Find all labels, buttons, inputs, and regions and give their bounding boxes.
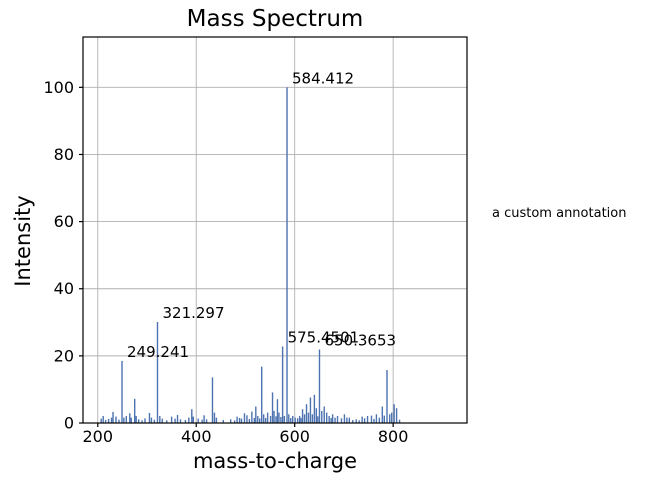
y-tick-label: 40 (54, 279, 74, 298)
x-tick-label: 200 (82, 427, 113, 446)
y-tick-label: 80 (54, 145, 74, 164)
custom-annotation: a custom annotation (492, 206, 627, 221)
peak-label: 575.4501 (288, 328, 360, 346)
y-tick-label: 60 (54, 212, 74, 231)
x-tick-label: 600 (279, 427, 310, 446)
axes-frame (82, 36, 468, 424)
x-tick-label: 800 (378, 427, 409, 446)
peak-label: 321.297 (162, 304, 224, 322)
y-tick-label: 0 (64, 414, 74, 433)
chart-title: Mass Spectrum (186, 6, 364, 32)
y-tick-label: 100 (43, 78, 74, 97)
peak-label: 650.3653 (324, 331, 396, 349)
peak-label: 584.412 (292, 69, 354, 87)
peak-label: 249.241 (127, 343, 189, 361)
y-axis-label: Intensity (11, 195, 35, 287)
x-tick-label: 400 (181, 427, 212, 446)
x-axis-label: mass-to-charge (192, 449, 358, 473)
y-tick-label: 20 (54, 346, 74, 365)
